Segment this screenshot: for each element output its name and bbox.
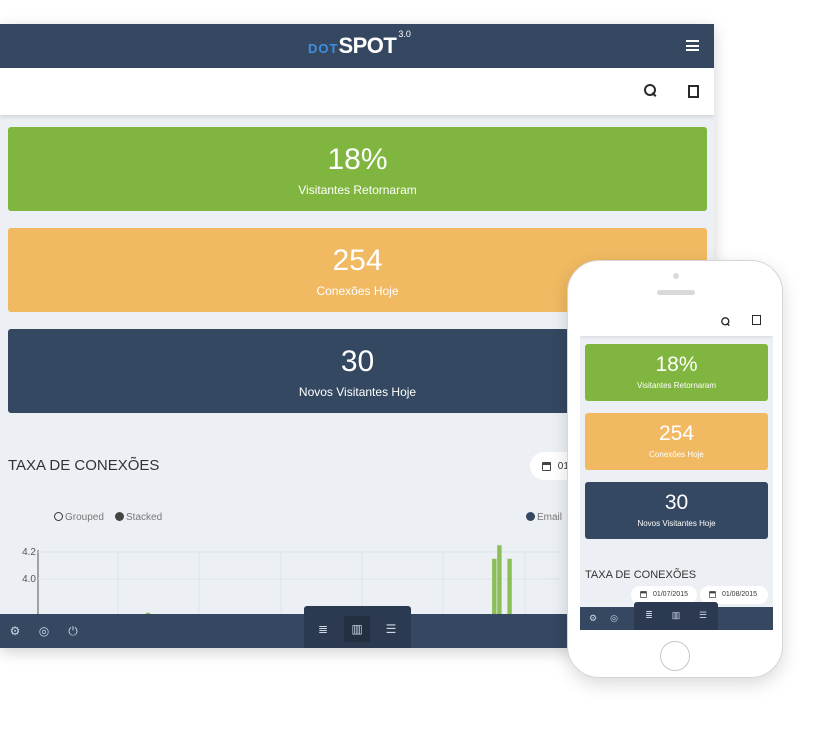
stat-value: 254 [332, 244, 383, 277]
stat-label: Novos Visitantes Hoje [298, 385, 417, 399]
chart-icon[interactable]: ▥ [344, 616, 370, 642]
stat-value: 30 [664, 491, 689, 514]
settings-icon[interactable]: ⚙ [9, 624, 21, 638]
home-button[interactable] [660, 641, 690, 671]
stat-value: 254 [658, 422, 695, 445]
view-switcher: ≣ ▥ ☰ [304, 606, 411, 648]
stat-card-new-visitors: 30 Novos Visitantes Hoje [585, 482, 768, 539]
app-logo: DOTSPOT 3.0 [308, 28, 411, 58]
section-title: TAXA DE CONEXÕES [8, 457, 160, 474]
radio-icon [115, 512, 124, 521]
stat-label: Conexões Hoje [316, 284, 399, 298]
chart-icon[interactable]: ▥ [671, 610, 681, 620]
legend-marker [526, 512, 535, 521]
search-icon[interactable] [644, 84, 658, 98]
camera [673, 273, 679, 279]
phone-toolbar [580, 305, 773, 336]
y-tick-label: 4.0 [22, 574, 36, 585]
stat-card-connections: 254 Conexões Hoje [585, 413, 768, 470]
calendar-icon [542, 461, 551, 471]
phone-mockup: 18% Visitantes Retornaram 254 Conexões H… [567, 260, 783, 678]
stat-card-returning: 18% Visitantes Retornaram [8, 127, 707, 211]
section-title: TAXA DE CONEXÕES [585, 569, 697, 581]
calendar-icon [640, 591, 647, 598]
globe-icon[interactable]: ◎ [38, 624, 50, 638]
calendar-icon [709, 591, 716, 598]
radio-icon [54, 512, 63, 521]
list-icon[interactable]: ☰ [698, 610, 708, 620]
speaker [657, 290, 695, 295]
toolbar [0, 68, 714, 115]
stat-label: Conexões Hoje [649, 450, 704, 459]
power-icon[interactable]: ⏻ [68, 624, 78, 638]
chart-bar [497, 545, 502, 614]
stat-value: 30 [340, 345, 375, 378]
menu-icon[interactable] [686, 40, 699, 51]
stat-label: Novos Visitantes Hoje [637, 519, 716, 528]
chart-bar [492, 558, 497, 614]
legend-stacked[interactable]: Stacked [115, 512, 162, 523]
date-picker-end[interactable]: 01/08/2015 [700, 586, 768, 604]
stat-label: Visitantes Retornaram [298, 183, 417, 197]
top-header-bar: DOTSPOT 3.0 [0, 24, 714, 68]
stat-card-returning: 18% Visitantes Retornaram [585, 344, 768, 401]
database-icon[interactable]: ≣ [317, 622, 329, 636]
view-switcher: ≣ ▥ ☰ [634, 602, 718, 630]
phone-screen: 18% Visitantes Retornaram 254 Conexões H… [580, 305, 773, 630]
connections-chart: 4.2 4.0 [22, 545, 560, 614]
stat-label: Visitantes Retornaram [637, 381, 716, 390]
settings-icon[interactable]: ⚙ [588, 613, 598, 623]
stat-value: 18% [327, 143, 388, 176]
stat-value: 18% [655, 353, 698, 376]
legend-grouped[interactable]: Grouped [54, 512, 104, 523]
chart-bar [145, 612, 151, 614]
fullscreen-icon[interactable] [688, 85, 699, 98]
database-icon[interactable]: ≣ [645, 610, 653, 620]
phone-bottom-toolbar: ⚙ ◎ ≣ ▥ ☰ [580, 602, 773, 630]
globe-icon[interactable]: ◎ [610, 613, 618, 623]
legend-email[interactable]: Email [526, 512, 562, 523]
chart-bar [507, 558, 512, 614]
date-picker-start[interactable]: 01/07/2015 [631, 586, 697, 604]
list-icon[interactable]: ☰ [385, 622, 397, 636]
search-icon[interactable] [721, 317, 731, 327]
y-tick-label: 4.2 [22, 547, 36, 558]
fullscreen-icon[interactable] [752, 315, 761, 325]
